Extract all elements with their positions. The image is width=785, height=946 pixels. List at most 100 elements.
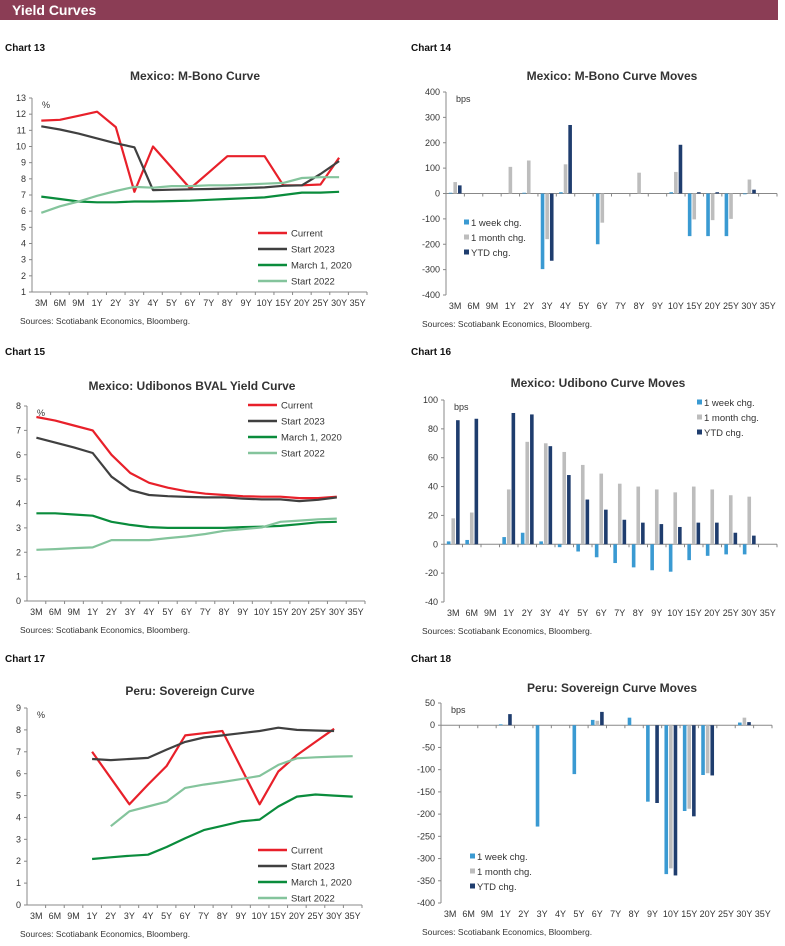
- y-tick-label: 200: [425, 138, 440, 148]
- x-tick-label: 5Y: [162, 607, 173, 617]
- legend-label: Start 2023: [291, 245, 335, 256]
- x-tick-label: 25Y: [307, 911, 323, 921]
- x-tick-label: 6Y: [185, 298, 196, 308]
- y-tick-label: 400: [425, 87, 440, 97]
- x-tick-label: 3Y: [129, 298, 140, 308]
- bar-1: [636, 486, 641, 545]
- y-tick-label: 1: [21, 287, 26, 297]
- y-tick-label: 8: [16, 725, 21, 735]
- bar-0: [738, 722, 742, 726]
- bar-2: [530, 414, 534, 545]
- bar-0: [669, 192, 674, 194]
- bar-1: [691, 486, 696, 545]
- y-tick-label: 80: [428, 424, 438, 434]
- chart-13: Mexico: M-Bono Curve% 1 2 3 4 5 6 7 8 9 10 11 12 13 3M…: [0, 60, 390, 332]
- bar-0: [687, 544, 691, 561]
- bar-1: [710, 489, 715, 545]
- chart-18: Peru: Sovereign Curve Moves bps -400 -350 -3…: [400, 675, 785, 946]
- bar-1: [508, 166, 513, 194]
- bar-0: [646, 725, 650, 802]
- x-tick-label: 7Y: [614, 608, 625, 618]
- x-tick-label: 10Y: [254, 607, 270, 617]
- x-tick-label: 8Y: [222, 298, 233, 308]
- bar-0: [594, 544, 599, 558]
- y-tick-label: 7: [21, 190, 26, 200]
- chart-18-svg: Peru: Sovereign Curve Moves bps -400 -350 -3…: [417, 681, 773, 937]
- bar-2: [641, 522, 645, 545]
- x-tick-label: 2Y: [523, 301, 534, 311]
- y-tick-label: 300: [425, 112, 440, 122]
- x-tick-label: 6Y: [596, 608, 607, 618]
- chart-18-label: Chart 18: [411, 654, 452, 665]
- x-tick-label: 6Y: [597, 301, 608, 311]
- chart-16-svg: Mexico: Udibono Curve Moves bps -40 -20 0 20 4…: [422, 376, 778, 636]
- bar-1: [705, 725, 710, 774]
- legend-label: Start 2022: [281, 449, 325, 460]
- unit-label: bps: [451, 705, 466, 715]
- y-tick-label: -150: [417, 787, 435, 797]
- x-tick-label: 4Y: [555, 909, 566, 919]
- source-note: Sources: Scotiabank Economics, Bloomberg…: [422, 626, 592, 636]
- x-tick-label: 4Y: [144, 607, 155, 617]
- y-tick-label: 0: [430, 720, 435, 730]
- bar-2: [752, 535, 756, 545]
- x-tick-label: 15Y: [275, 298, 291, 308]
- bar-1: [526, 160, 531, 194]
- section-title: Yield Curves: [12, 2, 97, 18]
- source-note: Sources: Scotiabank Economics, Bloomberg…: [20, 316, 190, 326]
- series-line-2: [36, 512, 337, 529]
- y-tick-label: 100: [423, 395, 438, 405]
- x-tick-label: 35Y: [345, 911, 361, 921]
- x-tick-label: 20Y: [704, 608, 720, 618]
- bar-2: [747, 722, 751, 726]
- x-tick-label: 3M: [30, 607, 43, 617]
- legend-label: YTD chg.: [471, 248, 511, 259]
- bar-2: [659, 524, 664, 545]
- x-tick-label: 2Y: [518, 909, 529, 919]
- bar-1: [451, 518, 456, 545]
- y-tick-label: 2: [16, 547, 21, 557]
- x-tick-label: 3M: [35, 298, 48, 308]
- legend-label: Current: [281, 401, 313, 412]
- y-tick-label: 4: [16, 499, 21, 509]
- bar-1: [710, 193, 715, 221]
- x-tick-label: 5Y: [166, 298, 177, 308]
- x-tick-label: 6Y: [181, 607, 192, 617]
- bar-1: [742, 717, 747, 726]
- legend-label: March 1, 2020: [281, 433, 342, 444]
- x-tick-label: 25Y: [723, 301, 739, 311]
- y-tick-label: -100: [422, 214, 440, 224]
- bar-2: [600, 711, 604, 726]
- chart-title: Peru: Sovereign Curve: [125, 684, 255, 698]
- bar-1: [687, 725, 692, 809]
- legend-label: 1 month chg.: [477, 867, 532, 878]
- y-tick-label: 6: [16, 769, 21, 779]
- series-line-3: [40, 176, 340, 214]
- bar-0: [706, 193, 710, 237]
- x-tick-label: 9M: [484, 608, 497, 618]
- x-tick-label: 1Y: [505, 301, 516, 311]
- x-tick-label: 2Y: [522, 608, 533, 618]
- y-tick-label: 4: [21, 239, 26, 249]
- bar-0: [743, 193, 747, 195]
- bar-0: [522, 192, 526, 194]
- bar-2: [567, 475, 571, 545]
- bar-0: [557, 544, 562, 548]
- x-tick-label: 3M: [449, 301, 462, 311]
- x-tick-label: 9Y: [241, 298, 252, 308]
- y-tick-label: 6: [16, 450, 21, 460]
- bar-1: [728, 495, 733, 545]
- x-tick-label: 1Y: [87, 911, 98, 921]
- x-tick-label: 20Y: [705, 301, 721, 311]
- x-tick-label: 1Y: [92, 298, 103, 308]
- legend-swatch: [697, 399, 702, 405]
- y-tick-label: 12: [16, 109, 26, 119]
- bar-1: [563, 164, 568, 194]
- bar-2: [696, 522, 701, 545]
- bar-1: [595, 720, 600, 726]
- x-tick-label: 15Y: [272, 607, 288, 617]
- bar-2: [678, 526, 682, 545]
- bar-0: [687, 193, 692, 237]
- chart-17: Peru: Sovereign Curve% 0 1 2 3 4 5 6 7 8 9 3M 6M 9M 1Y…: [0, 675, 390, 946]
- x-tick-label: 30Y: [741, 301, 757, 311]
